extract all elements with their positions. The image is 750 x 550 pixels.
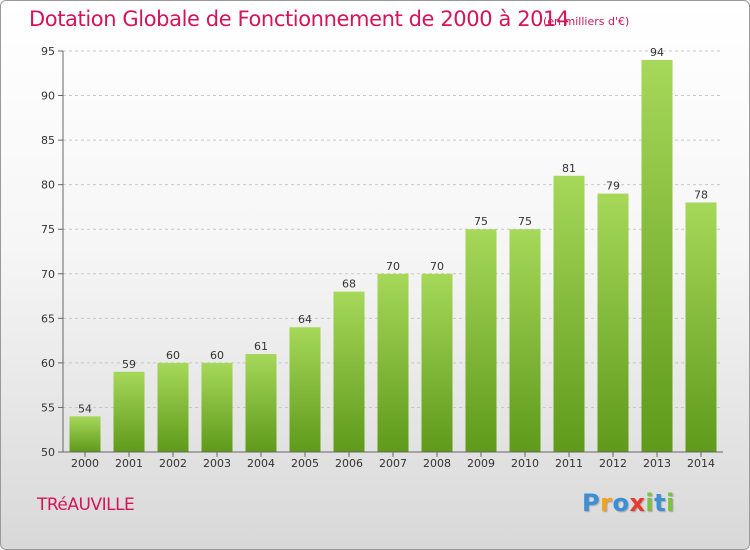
x-tick-label: 2013 xyxy=(643,457,671,470)
y-tick-label: 80 xyxy=(41,179,55,192)
logo-letter: i xyxy=(645,489,655,517)
bar-2013 xyxy=(641,59,673,453)
x-tick-label: 2000 xyxy=(71,457,99,470)
bar-2008 xyxy=(421,273,453,452)
data-label: 78 xyxy=(694,188,708,201)
bar-2000 xyxy=(69,416,101,452)
x-tick-label: 2014 xyxy=(687,457,715,470)
x-tick-label: 2008 xyxy=(423,457,451,470)
data-label: 79 xyxy=(606,180,620,193)
y-tick-label: 90 xyxy=(41,90,55,103)
logo-letter: i xyxy=(666,489,675,517)
bar-2003 xyxy=(201,362,233,452)
y-tick-label: 70 xyxy=(41,268,55,281)
x-tick-label: 2003 xyxy=(203,457,231,470)
x-tick-label: 2001 xyxy=(115,457,143,470)
bar-series xyxy=(69,59,717,453)
y-tick-label: 50 xyxy=(41,446,55,459)
x-tick-label: 2005 xyxy=(291,457,319,470)
data-label: 54 xyxy=(78,402,92,415)
data-label: 61 xyxy=(254,340,268,353)
x-tick-label: 2002 xyxy=(159,457,187,470)
x-tick-label: 2006 xyxy=(335,457,363,470)
y-tick-label: 95 xyxy=(41,45,55,58)
data-label: 70 xyxy=(430,260,444,273)
data-label: 75 xyxy=(518,215,532,228)
bar-2005 xyxy=(289,327,321,452)
bar-2001 xyxy=(113,371,145,452)
chart-title: Dotation Globale de Fonctionnement de 20… xyxy=(29,7,570,31)
y-tick-label: 55 xyxy=(41,401,55,414)
data-label: 60 xyxy=(166,349,180,362)
data-label: 64 xyxy=(298,313,312,326)
data-label: 70 xyxy=(386,260,400,273)
data-label: 75 xyxy=(474,215,488,228)
y-tick-label: 75 xyxy=(41,223,55,236)
x-tick-label: 2010 xyxy=(511,457,539,470)
logo-letter: t xyxy=(654,489,667,517)
x-tick-label: 2009 xyxy=(467,457,495,470)
bar-2009 xyxy=(465,229,497,452)
bar-2010 xyxy=(509,229,541,452)
bar-2004 xyxy=(245,353,277,452)
bar-2011 xyxy=(553,175,585,452)
data-label: 60 xyxy=(210,349,224,362)
logo-letter: P xyxy=(582,489,601,517)
commune-name: TRéAUVILLE xyxy=(37,495,135,515)
logo-letter: o xyxy=(612,489,630,517)
x-tick-label: 2007 xyxy=(379,457,407,470)
y-tick-label: 60 xyxy=(41,357,55,370)
x-tick-label: 2012 xyxy=(599,457,627,470)
logo-letter: x xyxy=(629,489,646,517)
y-tick-label: 65 xyxy=(41,312,55,325)
x-tick-label: 2004 xyxy=(247,457,275,470)
y-tick-label: 85 xyxy=(41,134,55,147)
bar-2014 xyxy=(685,202,717,452)
x-tick-label: 2011 xyxy=(555,457,583,470)
data-label: 68 xyxy=(342,278,356,291)
data-label: 59 xyxy=(122,358,136,371)
bar-2002 xyxy=(157,362,189,452)
bar-2006 xyxy=(333,291,365,452)
proxiti-logo[interactable]: Proxiti xyxy=(582,489,675,517)
axes xyxy=(58,50,723,457)
data-label: 94 xyxy=(650,46,664,59)
bar-2012 xyxy=(597,193,629,453)
data-label: 81 xyxy=(562,162,576,175)
chart-subtitle: (en milliers d'€) xyxy=(543,15,630,28)
bar-2007 xyxy=(377,273,409,452)
labels: 50 55 60 65 70 75 80 85 90 95 54 2000 59 2001 60 2002 60… xyxy=(41,45,715,470)
logo-letter: r xyxy=(600,489,613,517)
